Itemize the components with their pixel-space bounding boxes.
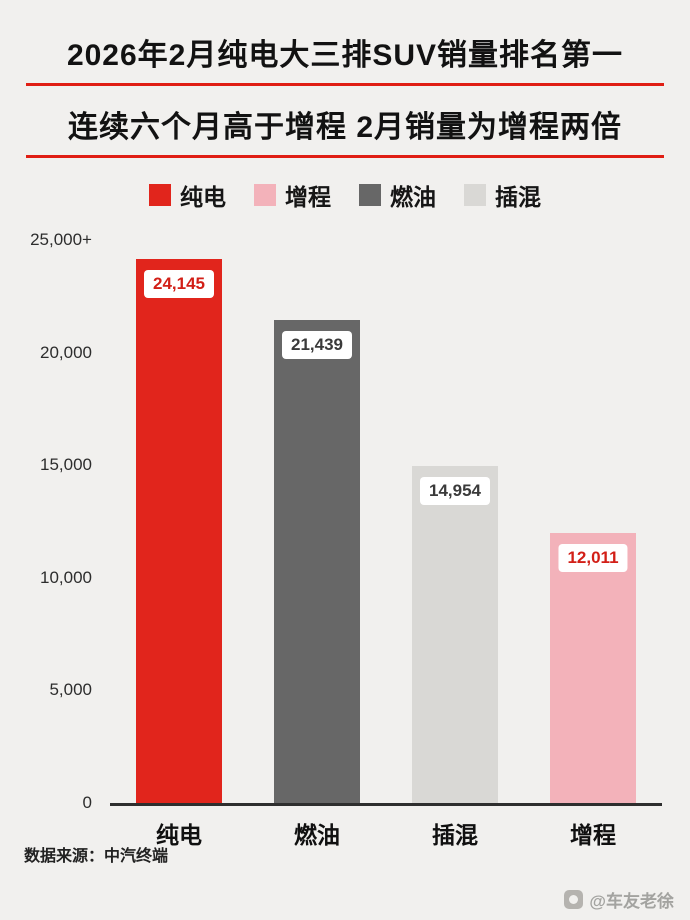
legend-item: 增程 (254, 178, 331, 212)
watermark-text: @车友老徐 (589, 892, 674, 911)
watermark: @车友老徐 (564, 887, 674, 912)
legend-swatch-icon (149, 184, 171, 206)
y-axis-tick: 25,000+ (30, 230, 92, 249)
bar-纯电: 24,145 (136, 259, 222, 803)
legend-item: 燃油 (359, 178, 436, 212)
plot-area: 24,145 21,439 14,954 12,011 (110, 240, 662, 806)
legend-swatch-icon (359, 184, 381, 206)
bar-group: 24,145 (110, 240, 248, 803)
legend-item: 纯电 (149, 178, 226, 212)
bar-value-label: 24,145 (144, 270, 214, 299)
x-axis-label: 燃油 (294, 822, 340, 848)
y-axis: 25,000+ 20,000 15,000 10,000 5,000 0 (0, 230, 96, 812)
legend-label: 增程 (285, 184, 331, 210)
title-underline-1 (26, 83, 664, 86)
bar-chart: 25,000+ 20,000 15,000 10,000 5,000 0 24,145 21… (0, 230, 690, 860)
x-axis-labels: 纯电 燃油 插混 增程 (110, 816, 662, 850)
legend-label: 燃油 (390, 184, 436, 210)
y-axis-tick: 5,000 (49, 680, 92, 700)
bar-燃油: 21,439 (274, 320, 360, 803)
chart-header: 2026年2月纯电大三排SUV销量排名第一 连续六个月高于增程 2月销量为增程两… (0, 0, 690, 158)
y-axis-tick: 10,000 (40, 567, 92, 587)
x-axis-label: 纯电 (156, 822, 202, 848)
x-axis-label: 插混 (432, 822, 478, 848)
legend-swatch-icon (464, 184, 486, 206)
watermark-logo-icon (564, 890, 584, 909)
bar-增程: 12,011 (550, 532, 636, 803)
legend-label: 纯电 (180, 184, 226, 210)
y-axis-tick: 0 (82, 793, 92, 812)
legend-swatch-icon (254, 184, 276, 206)
legend-item: 插混 (464, 178, 541, 212)
title-underline-2 (26, 155, 664, 158)
chart-title-line2: 连续六个月高于增程 2月销量为增程两倍 (67, 111, 623, 144)
bar-value-label: 21,439 (282, 331, 352, 360)
bar-value-label: 14,954 (420, 477, 490, 506)
bar-group: 21,439 (248, 240, 386, 803)
data-source: 数据来源：中汽终端 (24, 848, 169, 865)
x-axis-label: 增程 (570, 822, 616, 848)
chart-legend: 纯电 增程 燃油 插混 (0, 178, 690, 212)
y-axis-tick: 15,000 (40, 455, 92, 475)
bar-value-label: 12,011 (558, 543, 628, 572)
legend-label: 插混 (495, 184, 541, 210)
bar-group: 12,011 (524, 240, 662, 803)
bar-group: 14,954 (386, 240, 524, 803)
bar-插混: 14,954 (412, 466, 498, 803)
y-axis-tick: 20,000 (40, 342, 92, 362)
chart-title-line1: 2026年2月纯电大三排SUV销量排名第一 (66, 39, 624, 72)
